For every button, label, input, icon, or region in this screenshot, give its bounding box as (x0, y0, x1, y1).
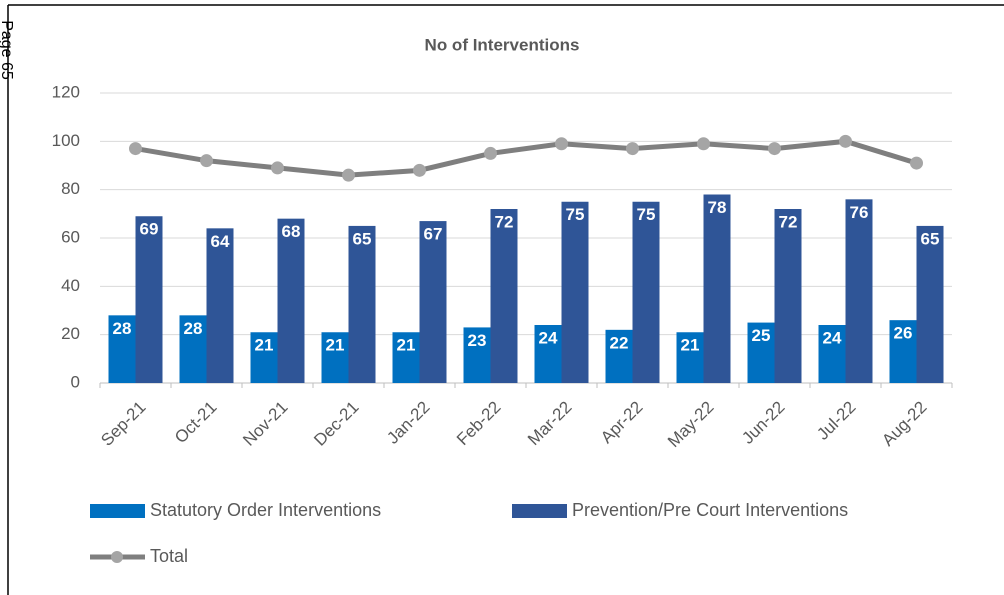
marker (342, 168, 355, 182)
data-label: 75 (566, 205, 585, 224)
x-tick-label: Sep-21 (97, 398, 149, 450)
data-label: 25 (752, 326, 771, 345)
bar (321, 332, 349, 383)
bar (818, 325, 846, 383)
bar (774, 209, 802, 383)
legend-label: Prevention/Pre Court Interventions (572, 500, 848, 520)
data-label: 26 (894, 324, 913, 343)
data-label: 21 (255, 336, 274, 355)
data-label: 22 (610, 333, 629, 352)
y-tick-label: 80 (61, 179, 80, 198)
data-label: 24 (539, 328, 558, 347)
line (135, 138, 918, 178)
bar (490, 209, 518, 383)
page-label: Page 65 (0, 20, 15, 80)
data-label: 78 (708, 198, 727, 217)
y-tick-label: 100 (52, 131, 80, 150)
data-label: 68 (282, 222, 301, 241)
marker (839, 134, 852, 148)
marker (626, 142, 639, 156)
bar (206, 228, 234, 383)
x-tick-label: Jun-22 (738, 398, 788, 448)
marker (200, 154, 213, 168)
data-label: 72 (779, 212, 798, 231)
legend-marker (111, 551, 123, 563)
y-tick-label: 20 (61, 324, 80, 343)
legend-swatch (512, 504, 567, 518)
data-label: 24 (823, 328, 842, 347)
x-tick-label: May-22 (664, 398, 718, 452)
data-label: 67 (424, 225, 443, 244)
data-label: 21 (681, 336, 700, 355)
data-label: 28 (184, 319, 203, 338)
x-tick-label: Dec-21 (310, 398, 362, 450)
marker (555, 137, 568, 151)
x-tick-label: Feb-22 (453, 398, 505, 450)
legend-label: Total (150, 546, 188, 566)
bar (135, 216, 163, 383)
y-tick-label: 60 (61, 227, 80, 246)
bar (348, 225, 376, 383)
data-label: 21 (326, 336, 345, 355)
data-label: 72 (495, 212, 514, 231)
marker (697, 137, 710, 151)
x-tick-label: Jul-22 (813, 398, 859, 444)
data-label: 75 (637, 205, 656, 224)
x-tick-label: Mar-22 (524, 398, 576, 450)
bar (916, 225, 944, 383)
y-tick-label: 40 (61, 276, 80, 295)
data-label: 65 (921, 229, 940, 248)
bar (605, 329, 633, 383)
data-label: 21 (397, 336, 416, 355)
bar (419, 221, 447, 383)
bar (179, 315, 207, 383)
marker (484, 146, 497, 160)
bar (250, 332, 278, 383)
marker (129, 142, 142, 156)
legend-swatch (90, 504, 145, 518)
bar (703, 194, 731, 383)
bar (108, 315, 136, 383)
y-tick-label: 0 (71, 372, 80, 391)
y-tick-label: 120 (52, 82, 80, 101)
bar (392, 332, 420, 383)
data-label: 23 (468, 331, 487, 350)
bar (747, 322, 775, 383)
bar (277, 218, 305, 383)
marker (910, 156, 923, 170)
x-tick-label: Aug-22 (878, 398, 930, 450)
bar (534, 325, 562, 383)
data-label: 69 (140, 220, 159, 239)
data-label: 64 (211, 232, 230, 251)
marker (413, 163, 426, 177)
bar (845, 199, 873, 383)
chart-title: No of Interventions (425, 35, 580, 54)
x-tick-label: Nov-21 (239, 398, 291, 450)
x-tick-label: Oct-21 (171, 398, 221, 448)
data-label: 65 (353, 229, 372, 248)
bar (676, 332, 704, 383)
data-label: 28 (113, 319, 132, 338)
x-tick-label: Jan-22 (383, 398, 433, 448)
marker (271, 161, 284, 175)
legend-label: Statutory Order Interventions (150, 500, 381, 520)
marker (768, 142, 781, 156)
data-label: 76 (850, 203, 869, 222)
bar (889, 320, 917, 383)
bar (632, 201, 660, 383)
x-tick-label: Apr-22 (597, 398, 647, 448)
bar (463, 327, 491, 383)
bar (561, 201, 589, 383)
